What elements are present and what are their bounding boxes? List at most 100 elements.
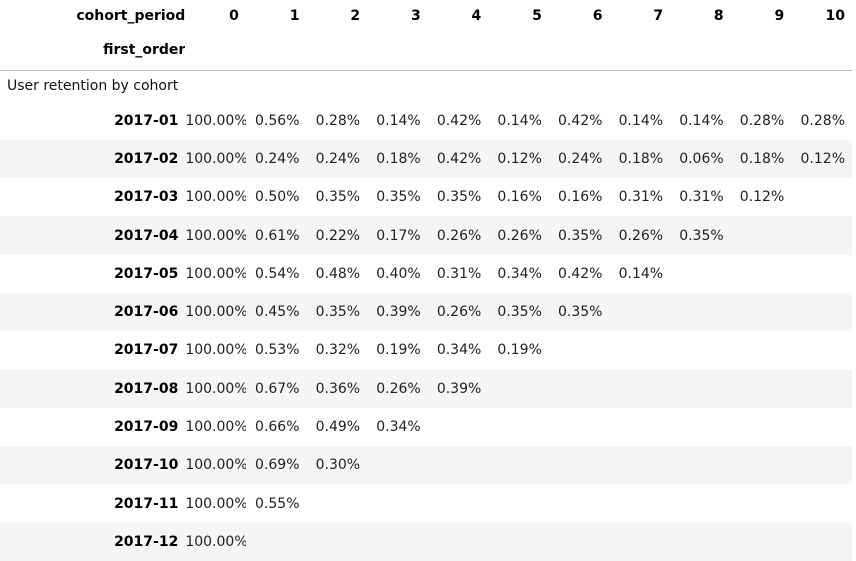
table-cell: 0.28% (739, 112, 785, 129)
table-cell: 0.35% (497, 304, 542, 321)
table-cell (549, 370, 610, 408)
table-cell: 0.42% (436, 112, 482, 129)
table-cell (731, 484, 792, 522)
table-cell: 100.00% (185, 380, 246, 397)
table-cell (609, 331, 670, 369)
table-cell (731, 408, 792, 446)
table-cell: 0.24% (558, 150, 603, 167)
table-cell: 0.39% (376, 304, 421, 321)
table-row: 2017-04 100.00% 0.61% 0.22% 0.17% 0.26% 0.26% 0… (0, 216, 852, 255)
row-index: 2017-04 (114, 227, 179, 244)
table-cell: 100.00% (185, 495, 246, 512)
table-cell: 100.00% (185, 419, 246, 436)
table-row: 2017-03 100.00% 0.50% 0.35% 0.35% 0.35% 0.16% 0… (0, 178, 852, 216)
table-cell: 0.31% (679, 189, 724, 206)
table-cell: 0.14% (618, 112, 664, 129)
table-cell: 0.36% (315, 380, 361, 397)
table-cell (609, 523, 670, 561)
row-index: 2017-02 (114, 150, 179, 167)
table-cell: 0.32% (315, 342, 361, 359)
table-cell (367, 523, 428, 561)
table-cell: 0.67% (255, 380, 300, 397)
table-cell (428, 523, 489, 561)
table-cell: 0.31% (618, 189, 664, 206)
table-row: 2017-08 100.00% 0.67% 0.36% 0.26% 0.39% (0, 369, 852, 408)
table-cell (791, 370, 852, 408)
column-header: 4 (471, 7, 482, 24)
table-body: User retention by cohort 2017-01 100.00% 0… (0, 70, 852, 561)
table-cell: 0.45% (255, 304, 300, 321)
table-cell (549, 484, 610, 522)
table-row: 2017-05 100.00% 0.54% 0.48% 0.40% 0.31% 0.34% 0… (0, 255, 852, 293)
table-cell: 0.12% (497, 150, 542, 167)
table-cell (367, 446, 428, 484)
table-cell: 0.06% (679, 150, 724, 167)
table-header: cohort_period 0 1 2 3 4 5 6 7 8 9 10 fir… (0, 0, 852, 71)
table-cell: 0.30% (315, 457, 361, 474)
table-cell: 0.50% (255, 189, 300, 206)
table-cell (670, 446, 731, 484)
table-cell: 0.12% (800, 150, 845, 167)
table-cell: 100.00% (185, 189, 246, 206)
table-cell: 0.55% (255, 495, 300, 512)
table-cell: 0.53% (255, 342, 300, 359)
row-index: 2017-09 (114, 419, 179, 436)
table-row: 2017-02 100.00% 0.24% 0.24% 0.18% 0.42% 0.12% 0… (0, 139, 852, 179)
table-cell: 0.66% (255, 419, 300, 436)
table-cell: 0.16% (558, 189, 603, 206)
table-cell: 0.24% (255, 150, 300, 167)
table-cell (670, 255, 731, 293)
row-index: 2017-08 (114, 380, 179, 397)
table-cell (609, 408, 670, 446)
table-cell: 0.42% (558, 112, 603, 129)
table-cell: 100.00% (185, 342, 246, 359)
row-index: 2017-12 (114, 533, 179, 550)
column-header: 9 (774, 7, 785, 24)
row-index: 2017-03 (114, 189, 179, 206)
table-cell (488, 484, 549, 522)
row-index: 2017-07 (114, 342, 179, 359)
table-cell (549, 331, 610, 369)
table-cell (791, 255, 852, 293)
table-cell: 0.24% (315, 150, 361, 167)
table-caption-row: User retention by cohort (0, 70, 852, 102)
table-cell: 0.35% (315, 189, 361, 206)
table-cell: 100.00% (185, 265, 246, 282)
table-cell (731, 331, 792, 369)
column-header: 7 (653, 7, 664, 24)
table-cell (428, 408, 489, 446)
table-cell: 0.54% (255, 265, 300, 282)
table-cell: 0.26% (497, 227, 542, 244)
table-cell: 0.19% (376, 342, 421, 359)
table-cell: 0.18% (739, 150, 785, 167)
table-cell: 0.35% (315, 304, 361, 321)
table-cell: 100.00% (185, 457, 246, 474)
index-label: first_order (0, 31, 186, 71)
column-header: 5 (532, 7, 542, 24)
table-cell: 0.35% (558, 304, 603, 321)
table-cell (488, 523, 549, 561)
table-cell: 0.18% (618, 150, 664, 167)
table-cell: 0.49% (315, 419, 361, 436)
table-caption: User retention by cohort (7, 78, 179, 94)
table-cell: 100.00% (185, 112, 246, 129)
table-cell: 0.22% (315, 227, 361, 244)
table-row: 2017-01 100.00% 0.56% 0.28% 0.14% 0.42% 0.14% 0… (0, 102, 852, 140)
table-cell: 0.40% (376, 265, 421, 282)
table-cell (791, 446, 852, 484)
table-cell (670, 293, 731, 331)
table-cell (307, 484, 368, 522)
column-header: 10 (825, 7, 845, 24)
column-header: 8 (713, 7, 724, 24)
table-cell: 0.14% (679, 112, 724, 129)
table-cell: 0.14% (376, 112, 421, 129)
table-cell: 0.39% (436, 380, 482, 397)
table-row: 2017-07 100.00% 0.53% 0.32% 0.19% 0.34% 0.19% (0, 331, 852, 369)
column-header: 0 (229, 7, 239, 24)
row-index: 2017-11 (114, 495, 179, 512)
table-cell: 0.19% (497, 342, 542, 359)
column-header: 6 (592, 7, 603, 24)
table-cell (731, 446, 792, 484)
